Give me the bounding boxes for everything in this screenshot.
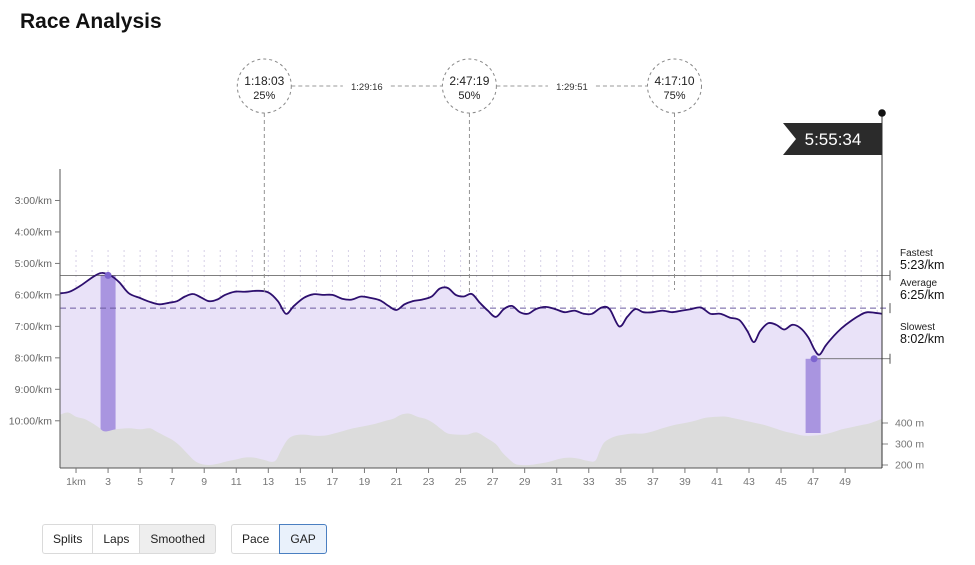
x-tick-label: 21 — [391, 476, 403, 488]
x-tick-label: 13 — [262, 476, 274, 488]
average-label: Average — [900, 278, 938, 289]
finish-time: 5:55:34 — [805, 130, 862, 149]
x-tick-label: 33 — [583, 476, 595, 488]
pace-button[interactable]: Pace — [231, 524, 280, 554]
x-tick-label: 3 — [105, 476, 111, 488]
x-tick-label: 31 — [551, 476, 563, 488]
x-tick-label: 27 — [487, 476, 499, 488]
split-time: 2:47:19 — [449, 74, 489, 88]
split-percent: 75% — [663, 90, 685, 102]
x-tick-label: 7 — [169, 476, 175, 488]
split-time: 1:18:03 — [244, 74, 284, 88]
elevation-fill — [60, 412, 882, 468]
elevation-tick-label: 200 m — [895, 460, 924, 472]
y-tick-label: 8:00/km — [15, 352, 53, 364]
split-markers: 1:18:03 25% 2:47:19 50% 4:17:10 75% 1:29:16 1:2… — [236, 58, 702, 295]
pace-line-group — [59, 271, 883, 363]
splits-button[interactable]: Splits — [42, 524, 93, 554]
split-percent: 25% — [253, 90, 275, 102]
elevation-tick-label: 400 m — [895, 418, 924, 430]
pace-area — [60, 272, 882, 468]
average-value: 6:25/km — [900, 288, 944, 302]
y-tick-label: 10:00/km — [9, 415, 52, 427]
slowest-point — [810, 355, 818, 363]
finish-dot — [878, 109, 886, 117]
x-tick-label: 9 — [201, 476, 207, 488]
y-tick-label: 3:00/km — [15, 195, 53, 207]
x-tick-label: 15 — [295, 476, 307, 488]
gap-button[interactable]: GAP — [279, 524, 327, 554]
x-tick-label: 45 — [775, 476, 787, 488]
x-tick-label: 11 — [231, 476, 242, 488]
slowest-value: 8:02/km — [900, 332, 944, 346]
y-tick-label: 4:00/km — [15, 226, 53, 238]
x-tick-label: 49 — [839, 476, 851, 488]
fastest-value: 5:23/km — [900, 258, 944, 272]
x-tick-label: 37 — [647, 476, 659, 488]
fastest-point — [104, 271, 112, 279]
x-tick-label: 47 — [807, 476, 819, 488]
slowest-label: Slowest — [900, 322, 935, 333]
y-tick-label: 5:00/km — [15, 258, 53, 270]
page-title: Race Analysis — [20, 10, 162, 33]
x-tick-label: 19 — [359, 476, 371, 488]
split-time: 4:17:10 — [654, 74, 694, 88]
split-interval-label: 1:29:51 — [556, 82, 588, 93]
x-tick-label: 29 — [519, 476, 531, 488]
finish-flag — [783, 123, 882, 155]
view-toggle-group: Splits Laps Smoothed — [42, 524, 217, 554]
x-tick-label: 43 — [743, 476, 755, 488]
x-tick-label: 39 — [679, 476, 691, 488]
split-interval-label: 1:29:16 — [351, 82, 383, 93]
fastest-label: Fastest — [900, 248, 933, 259]
pace-area-fill — [60, 272, 882, 468]
finish-marker: 5:55:34 — [783, 109, 886, 468]
y-tick-label: 6:00/km — [15, 289, 53, 301]
x-tick-label: 25 — [455, 476, 467, 488]
x-tick-label: 1km — [66, 476, 86, 488]
pace-line — [59, 271, 883, 356]
laps-button[interactable]: Laps — [92, 524, 140, 554]
elevation-tick-label: 300 m — [895, 439, 924, 451]
x-tick-label: 17 — [327, 476, 339, 488]
x-tick-label: 35 — [615, 476, 627, 488]
highlight-bars — [100, 275, 821, 433]
x-tick-label: 41 — [711, 476, 723, 488]
x-tick-label: 5 — [137, 476, 143, 488]
y-tick-label: 7:00/km — [15, 321, 53, 333]
x-tick-label: 23 — [423, 476, 435, 488]
fastest-km-bar — [100, 275, 116, 433]
elevation-area — [60, 412, 882, 468]
metric-toggle-group: Pace GAP — [231, 524, 327, 554]
y-tick-label: 9:00/km — [15, 384, 53, 396]
slowest-km-bar — [805, 358, 821, 433]
smoothed-button[interactable]: Smoothed — [139, 524, 217, 554]
split-percent: 50% — [458, 90, 480, 102]
axes: 3:00/km 4:00/km 5:00/km 6:00/km 7:00/km 8:00/… — [9, 169, 924, 488]
